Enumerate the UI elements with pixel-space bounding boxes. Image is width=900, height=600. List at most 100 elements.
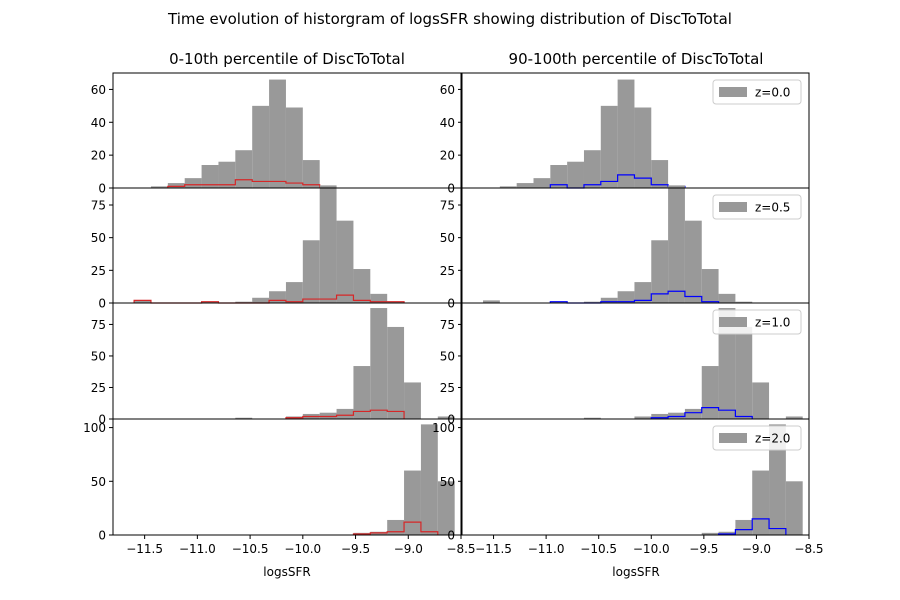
legend-box [712, 425, 802, 451]
histogram-bar [404, 382, 421, 419]
histogram-bar [420, 424, 438, 535]
histogram-bar [785, 416, 803, 419]
histogram-bar [701, 366, 719, 419]
axes-frame [461, 418, 810, 536]
histogram-panels: 0 20 40 60 0 20 40 60 z=0.0 0 25 50 75 0 25 50 75 z=0.5 0 2… [83, 72, 824, 556]
histogram-bar [701, 269, 719, 303]
histogram-bar [285, 282, 303, 303]
y-tick-label: 60 [91, 83, 106, 97]
histogram-bar [668, 185, 685, 303]
x-tick-label: −11.5 [475, 542, 512, 556]
legend-swatch [719, 317, 747, 327]
histogram-bar [319, 412, 337, 419]
legend-label: z=0.0 [755, 86, 790, 100]
histogram-bar [218, 161, 236, 188]
histogram-bar [617, 291, 635, 303]
x-tick-label: −10.0 [633, 542, 670, 556]
y-tick-label: 60 [440, 83, 455, 97]
y-tick-label: 25 [91, 264, 106, 278]
histogram-bar [583, 417, 601, 419]
x-tick-label: −8.5 [794, 542, 823, 556]
legend-swatch [719, 87, 747, 97]
x-tick-label: −10.5 [580, 542, 617, 556]
histogram-bar [634, 282, 652, 303]
subset-step-line [717, 518, 787, 535]
histogram-bar [668, 412, 685, 419]
legend-label: z=1.0 [755, 316, 790, 330]
y-tick-label: 100 [432, 421, 455, 435]
histogram-bar [651, 413, 669, 419]
histogram-bar [617, 79, 635, 188]
histogram-bar [319, 185, 337, 303]
y-tick-label: 25 [440, 381, 455, 395]
histogram-bar [285, 107, 303, 188]
y-tick-label: 25 [91, 381, 106, 395]
histogram-bar [684, 220, 702, 303]
histogram-bar [533, 178, 551, 188]
legend-box [712, 79, 802, 105]
y-tick-label: 75 [91, 198, 106, 212]
histogram-bar [235, 301, 253, 303]
histogram-bar [150, 186, 168, 188]
y-tick-label: 50 [91, 349, 106, 363]
histogram-bar [735, 519, 753, 535]
histogram-bar [735, 301, 753, 303]
y-tick-label: 75 [440, 198, 455, 212]
y-tick-label: 50 [91, 231, 106, 245]
legend-box [712, 194, 802, 220]
x-axis-label-left: logsSFR [263, 565, 310, 579]
y-tick-label: 75 [440, 318, 455, 332]
histogram-bar [651, 160, 669, 188]
y-tick-label: 20 [91, 149, 106, 163]
histogram-bar [752, 470, 770, 535]
histogram-bar [483, 300, 500, 303]
y-tick-label: 50 [440, 231, 455, 245]
x-tick-label: −9.0 [394, 542, 423, 556]
panel-z-2.0-low: 0 50 100 −11.5 −11.0 −10.5 −10.0 −9.5 −9.0 −8.5 [83, 418, 476, 556]
y-tick-label: 0 [98, 182, 106, 196]
histogram-bar [634, 416, 652, 419]
x-tick-label: −11.0 [528, 542, 565, 556]
histogram-bar [387, 301, 405, 303]
y-tick-label: 50 [440, 475, 455, 489]
figure-title: Time evolution of historgram of logsSFR … [167, 10, 732, 28]
y-tick-label: 0 [98, 297, 106, 311]
histogram-bar [600, 297, 618, 303]
histogram-bar [550, 301, 568, 303]
axes-frame [112, 418, 462, 536]
y-tick-label: 40 [440, 116, 455, 130]
histogram-bar [516, 183, 534, 188]
histogram-bar [302, 240, 320, 303]
subset-step-line [352, 521, 439, 535]
y-tick-label: 0 [98, 413, 106, 427]
y-tick-label: 50 [91, 475, 106, 489]
x-tick-label: −11.0 [179, 542, 216, 556]
histogram-bar [336, 220, 354, 303]
y-tick-label: 0 [98, 529, 106, 543]
histogram-bar [269, 79, 286, 188]
histogram-bar [769, 424, 786, 535]
panel-z-1.0-low: 0 25 50 75 [91, 302, 462, 427]
y-tick-label: 75 [91, 318, 106, 332]
histogram-bar [583, 301, 601, 303]
histogram-bar [567, 161, 584, 188]
y-tick-label: 40 [91, 116, 106, 130]
histogram-bar [387, 326, 405, 419]
histogram-bar [387, 519, 405, 535]
x-tick-label: −9.5 [341, 542, 370, 556]
legend-label: z=2.0 [755, 432, 790, 446]
subset-step-line [285, 409, 405, 419]
panel-z-2.0-high: 0 50 100 −11.5 −11.0 −10.5 −10.0 −9.5 −9.0 −8.5 z=… [432, 418, 824, 556]
histogram-bar [370, 293, 388, 303]
histogram-bar [718, 308, 736, 419]
histogram-bar [785, 481, 803, 535]
x-tick-label: −11.5 [126, 542, 163, 556]
y-tick-label: 25 [440, 264, 455, 278]
subset-step-line [650, 407, 753, 419]
histogram-bar [184, 178, 202, 188]
histogram-bar [201, 165, 219, 188]
histogram-bar [252, 105, 270, 188]
histogram-bar [550, 165, 568, 188]
